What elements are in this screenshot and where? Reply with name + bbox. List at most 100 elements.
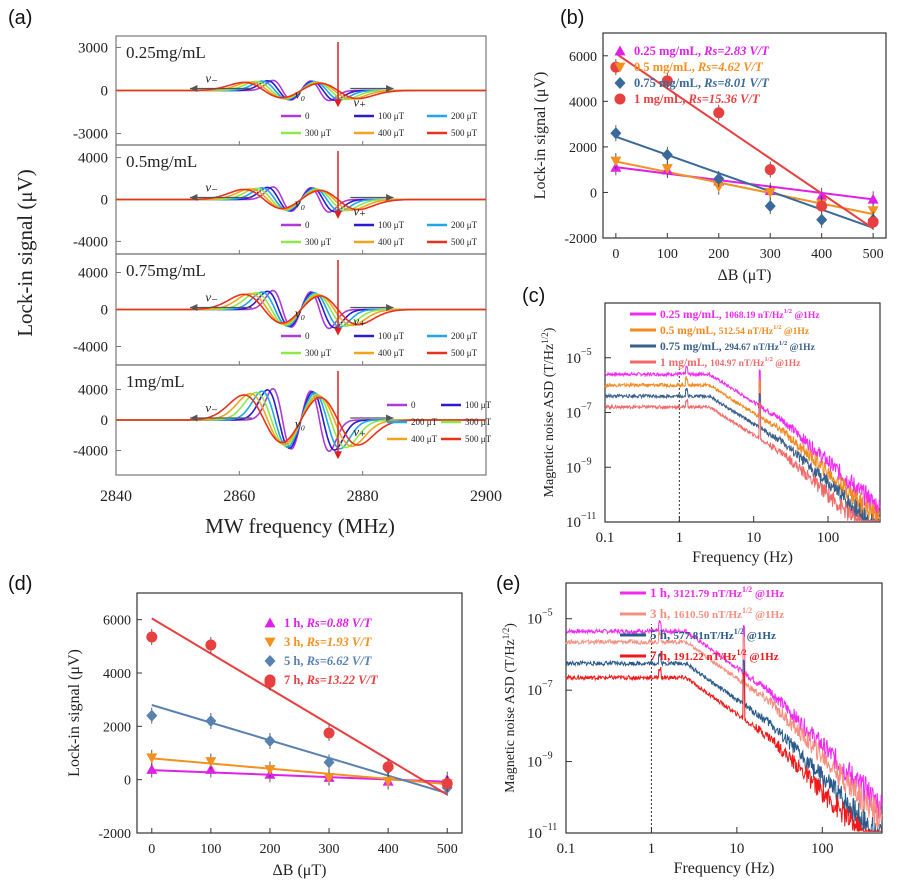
y-tick-label: 10 (527, 755, 542, 771)
data-point (713, 182, 725, 193)
peak-label-minus: ν₋ (205, 180, 218, 195)
y-tick-exponent: −5 (542, 608, 553, 619)
y-tick-exponent: −5 (581, 347, 592, 358)
fit-line (615, 52, 874, 230)
data-point (867, 216, 879, 228)
legend-label: 300 μT (305, 128, 332, 138)
legend-suffix: @1Hz (752, 588, 784, 600)
legend-name: 5 h, (650, 627, 673, 642)
noise-trace (604, 375, 881, 522)
y-tick-label: 10 (566, 460, 581, 476)
legend-label: 0 (411, 400, 416, 410)
y-tick-label: -4000 (73, 444, 108, 460)
x-tick-label: 500 (437, 842, 458, 857)
peak-label-minus: ν₋ (205, 400, 218, 415)
legend-name: 0.25 mg/mL, (660, 309, 725, 321)
peak-label-zero: ν₀ (295, 416, 305, 431)
legend-marker (264, 637, 276, 648)
legend-entry: 0.5 mg/mL, 512.54 nT/Hz1/2 @1Hz (660, 324, 810, 337)
y-tick-label: 4000 (78, 382, 108, 398)
x-tick-label: 2860 (223, 488, 255, 505)
legend-label: 0 (305, 220, 310, 230)
data-point (764, 164, 776, 176)
y-tick-exp: −11 (542, 822, 557, 833)
legend-suffix: @1Hz (744, 630, 776, 642)
plot-frame (565, 582, 883, 834)
y-tick-label: 2000 (103, 720, 131, 735)
plot-frame (602, 32, 887, 239)
y-tick-base: 10 (566, 406, 581, 422)
legend-label: 500 μT (465, 434, 492, 444)
data-point (382, 761, 394, 773)
x-tick-label: 500 (863, 247, 884, 262)
y-tick-exp: −5 (581, 347, 592, 358)
legend-superscript: 1/2 (734, 627, 744, 636)
red-arrow-head (334, 451, 342, 460)
data-point (205, 757, 217, 768)
panel-label-e: (e) (496, 573, 520, 595)
arrow-head (386, 194, 394, 201)
arrow-head (190, 414, 198, 422)
legend-marker (614, 62, 626, 73)
y-tick-exp: −5 (542, 608, 553, 619)
legend-name: 0.25 mg/mL, (634, 44, 704, 58)
legend-label: 100 μT (378, 331, 405, 341)
data-point (867, 193, 879, 204)
legend-entry: 1 h, Rs=0.88 V/T (284, 616, 373, 630)
x-tick-label: 2840 (100, 488, 132, 505)
data-point (441, 778, 453, 790)
data-point (661, 164, 673, 175)
data-point (323, 773, 335, 784)
fit-line (615, 160, 874, 216)
legend-marker (264, 617, 276, 628)
x-tick-label: 1 (648, 841, 656, 857)
legend-name: 0.5 mg/mL, (660, 325, 719, 337)
arrow-head (190, 304, 198, 311)
legend-name: 3 h, (284, 635, 307, 649)
legend-entry: 0.25 mg/mL, Rs=2.83 V/T (634, 44, 770, 58)
legend-superscript: 1/2 (773, 324, 781, 331)
legend-entry: 7 h, 191.22 nT/Hz1/2 @1Hz (650, 648, 779, 663)
panel-label-c: (c) (522, 285, 545, 307)
y-tick-base: 10 (527, 612, 542, 628)
y-axis-label-main: Magnetic noise ASD (T/Hz (503, 639, 518, 793)
y-tick-label: 10 (566, 351, 581, 367)
legend-value: 512.54 nT/Hz (719, 327, 774, 337)
legend-label: 100 μT (465, 400, 492, 410)
x-tick-label: 0.1 (596, 530, 615, 546)
y-tick-exp: −7 (581, 402, 592, 413)
panel-d: -2000 0 2000 4000 6000 0 100 200 300 400 500 1 h, R… (66, 592, 463, 879)
legend-label: 300 μT (305, 348, 332, 358)
x-tick-label: 0 (148, 842, 155, 857)
data-point (713, 172, 725, 185)
x-tick-label: 100 (817, 530, 840, 546)
signal-curve (116, 188, 486, 211)
y-tick-label: 0 (101, 84, 109, 100)
y-tick-base: 10 (527, 826, 542, 842)
x-tick-label: 10 (746, 530, 761, 546)
x-tick-label: 0 (612, 247, 619, 262)
fit-line (151, 704, 448, 795)
data-point (867, 206, 879, 217)
legend-entry: 0.75 mg/mL, Rs=8.01 V/T (634, 76, 770, 90)
red-arrow-head (334, 210, 342, 219)
data-point (323, 727, 335, 739)
legend-entry: 3 h, 1610.50 nT/Hz1/2 @1Hz (650, 606, 784, 621)
legend-label: 500 μT (451, 237, 478, 247)
legend-entry: 3 h, Rs=1.93 V/T (284, 635, 373, 649)
peak-label-plus: ν₊ (353, 95, 366, 110)
data-point (764, 200, 776, 213)
x-tick-label: 0.1 (557, 841, 576, 857)
data-point (764, 188, 776, 198)
noise-trace (565, 629, 883, 829)
legend-label: 200 μT (451, 111, 478, 121)
legend-entry: 1 mg/mL, Rs=15.36 V/T (634, 92, 761, 106)
data-point (382, 776, 394, 787)
data-point (661, 148, 673, 161)
x-tick-label: 400 (811, 247, 832, 262)
legend-name: 1 mg/mL, (634, 92, 689, 106)
x-axis-label: Frequency (Hz) (692, 549, 793, 566)
arrow-head (190, 194, 198, 201)
